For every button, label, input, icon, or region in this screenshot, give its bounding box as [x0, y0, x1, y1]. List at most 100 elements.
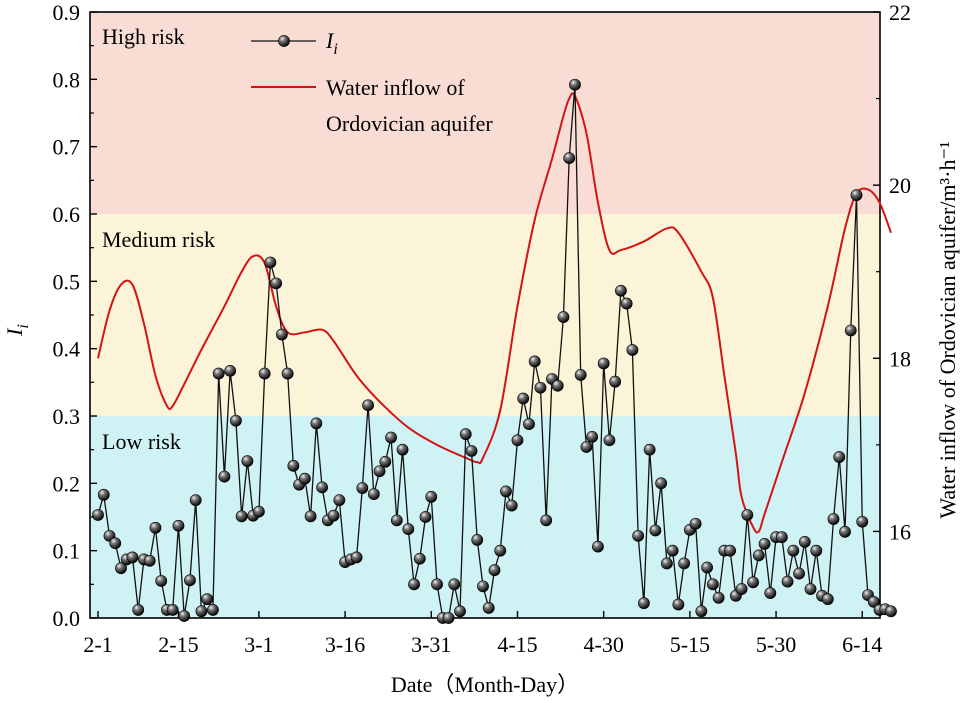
ii-point-131 [844, 324, 857, 337]
ii-point-116 [758, 538, 771, 550]
ii-point-108 [712, 591, 725, 604]
ii-point-45 [350, 551, 363, 564]
x-tick-label-6: 4-30 [584, 632, 624, 657]
ii-point-39 [316, 481, 329, 494]
ii-point-17 [189, 494, 202, 507]
ii-point-129 [833, 451, 846, 463]
ii-point-7 [132, 604, 145, 616]
y-tick-label-8: 0.8 [53, 67, 81, 92]
ii-point-20 [207, 604, 219, 616]
ii-point-89 [603, 434, 616, 447]
y2-tick-label-2: 20 [889, 173, 911, 198]
ii-point-124 [804, 583, 817, 595]
y-axis-title-sub: i [15, 324, 32, 328]
y-tick-label-7: 0.7 [53, 135, 81, 160]
legend-ii-label-main: I [325, 28, 335, 53]
risk-zone-labels: Low risk Medium risk High risk [102, 24, 215, 454]
ii-point-48 [367, 488, 380, 501]
ii-point-98 [655, 477, 668, 490]
ii-point-86 [586, 430, 599, 443]
ii-point-99 [660, 557, 673, 570]
ii-point-24 [230, 414, 242, 427]
ii-point-16 [184, 574, 196, 587]
ii-series [92, 78, 897, 624]
ii-point-122 [793, 567, 805, 580]
ii-point-96 [643, 443, 656, 456]
ii-point-46 [356, 482, 369, 494]
ii-point-65 [465, 445, 478, 457]
risk-zones [90, 12, 880, 618]
ii-point-132 [850, 189, 863, 202]
ii-point-80 [551, 379, 564, 392]
y-axis-title-main: I [2, 327, 27, 337]
y2-tick-label-1: 18 [889, 346, 911, 371]
ii-point-23 [224, 364, 237, 377]
y-tick-label-6: 0.6 [53, 202, 81, 227]
ii-point-19 [201, 593, 214, 606]
ii-point-3 [109, 537, 122, 550]
ii-point-71 [500, 485, 512, 498]
risk-zone-2 [90, 12, 880, 214]
ii-point-41 [327, 509, 340, 522]
ii-point-123 [798, 536, 811, 548]
zone-label-1: Medium risk [102, 227, 215, 252]
water-inflow-line [97, 92, 892, 534]
ii-point-26 [241, 455, 254, 468]
legend-ii-label: Ii [325, 28, 338, 58]
ii-point-78 [540, 514, 553, 527]
ii-point-21 [212, 367, 225, 380]
water-inflow-series [97, 92, 892, 534]
x-tick-label-7: 5-15 [670, 632, 710, 657]
ii-point-6 [126, 551, 139, 564]
ii-point-4 [115, 562, 127, 575]
y-tick-label-4: 0.4 [53, 337, 81, 362]
ii-point-121 [787, 544, 800, 557]
ii-point-68 [482, 602, 495, 614]
ii-point-119 [775, 531, 788, 544]
ii-point-18 [195, 605, 208, 618]
ii-point-14 [172, 519, 185, 532]
ii-point-59 [431, 578, 443, 591]
zone-label-0: Low risk [102, 429, 181, 454]
ii-point-128 [827, 513, 840, 525]
risk-zone-1 [90, 214, 880, 416]
ii-point-62 [448, 578, 461, 591]
x-tick-label-2: 3-1 [244, 632, 273, 657]
ii-point-51 [385, 431, 397, 444]
ii-point-52 [390, 514, 403, 527]
ii-point-64 [459, 428, 472, 441]
ii-point-104 [689, 517, 702, 530]
ii-point-73 [511, 434, 524, 447]
ii-point-82 [563, 152, 576, 165]
ii-point-32 [275, 328, 288, 341]
ii-point-34 [287, 459, 300, 472]
ii-point-70 [494, 544, 507, 557]
ii-point-66 [471, 533, 484, 546]
ii-point-117 [764, 587, 777, 599]
ii-point-33 [281, 367, 294, 380]
y-tick-label-3: 0.3 [53, 404, 81, 429]
ii-point-101 [672, 598, 685, 611]
ii-point-56 [413, 552, 426, 565]
ii-point-36 [298, 472, 311, 485]
ii-point-50 [379, 455, 392, 468]
ii-point-95 [637, 597, 650, 610]
x-tick-label-9: 6-14 [842, 632, 882, 657]
ii-point-30 [264, 256, 277, 269]
ii-point-105 [695, 605, 708, 618]
ii-point-47 [362, 399, 374, 412]
y-tick-label-2: 0.2 [53, 471, 81, 496]
y-tick-label-1: 0.1 [53, 539, 81, 564]
x-tick-label-8: 5-30 [756, 632, 796, 657]
zone-label-2: High risk [102, 24, 185, 49]
ii-point-76 [528, 355, 541, 368]
legend-ii-marker [278, 35, 290, 47]
ii-point-9 [143, 554, 156, 567]
ii-point-138 [885, 605, 897, 618]
ii-point-58 [425, 490, 438, 503]
ii-point-85 [580, 441, 593, 453]
ii-point-1 [97, 488, 110, 501]
ii-point-37 [304, 510, 317, 523]
ii-point-13 [166, 604, 179, 616]
ii-point-115 [752, 549, 765, 562]
